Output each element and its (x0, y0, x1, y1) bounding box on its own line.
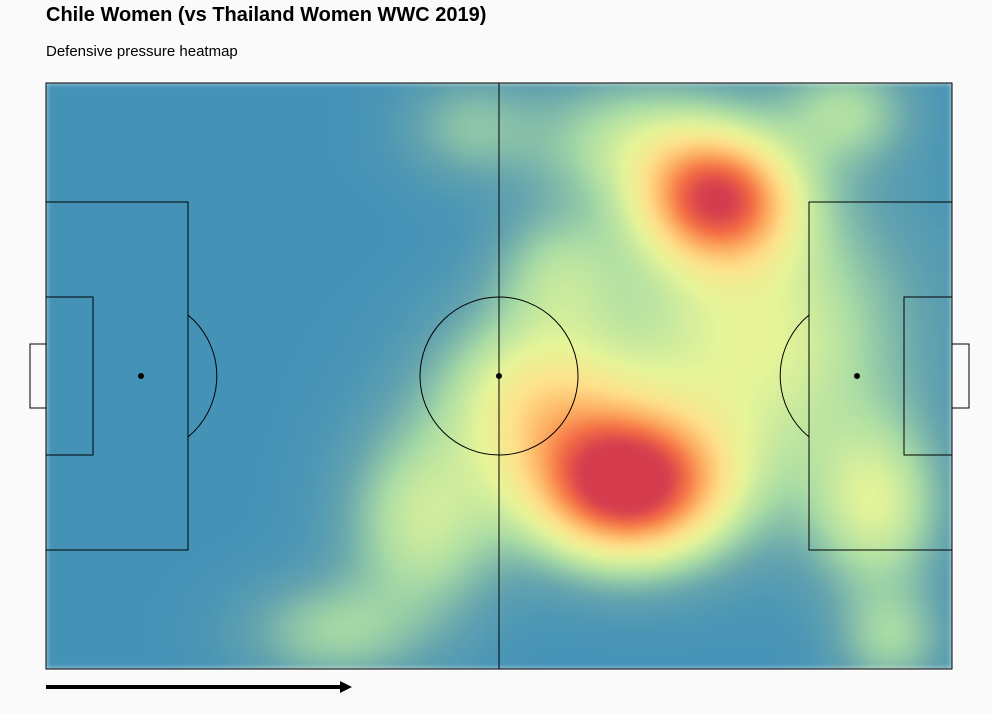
chart-subtitle: Defensive pressure heatmap (46, 43, 238, 60)
left-penalty-arc (187, 314, 218, 438)
right-penalty-arc (779, 314, 810, 438)
right-penalty-spot (854, 373, 860, 379)
left-goal (29, 343, 47, 409)
pitch-markings (29, 82, 970, 670)
chart-title: Chile Women (vs Thailand Women WWC 2019) (46, 4, 487, 26)
left-penalty-spot (138, 373, 144, 379)
heatmap-surface (46, 83, 952, 669)
centre-circle (419, 296, 579, 456)
attack-direction-arrow (46, 681, 352, 693)
centre-spot (496, 373, 502, 379)
right-goal (951, 343, 970, 409)
